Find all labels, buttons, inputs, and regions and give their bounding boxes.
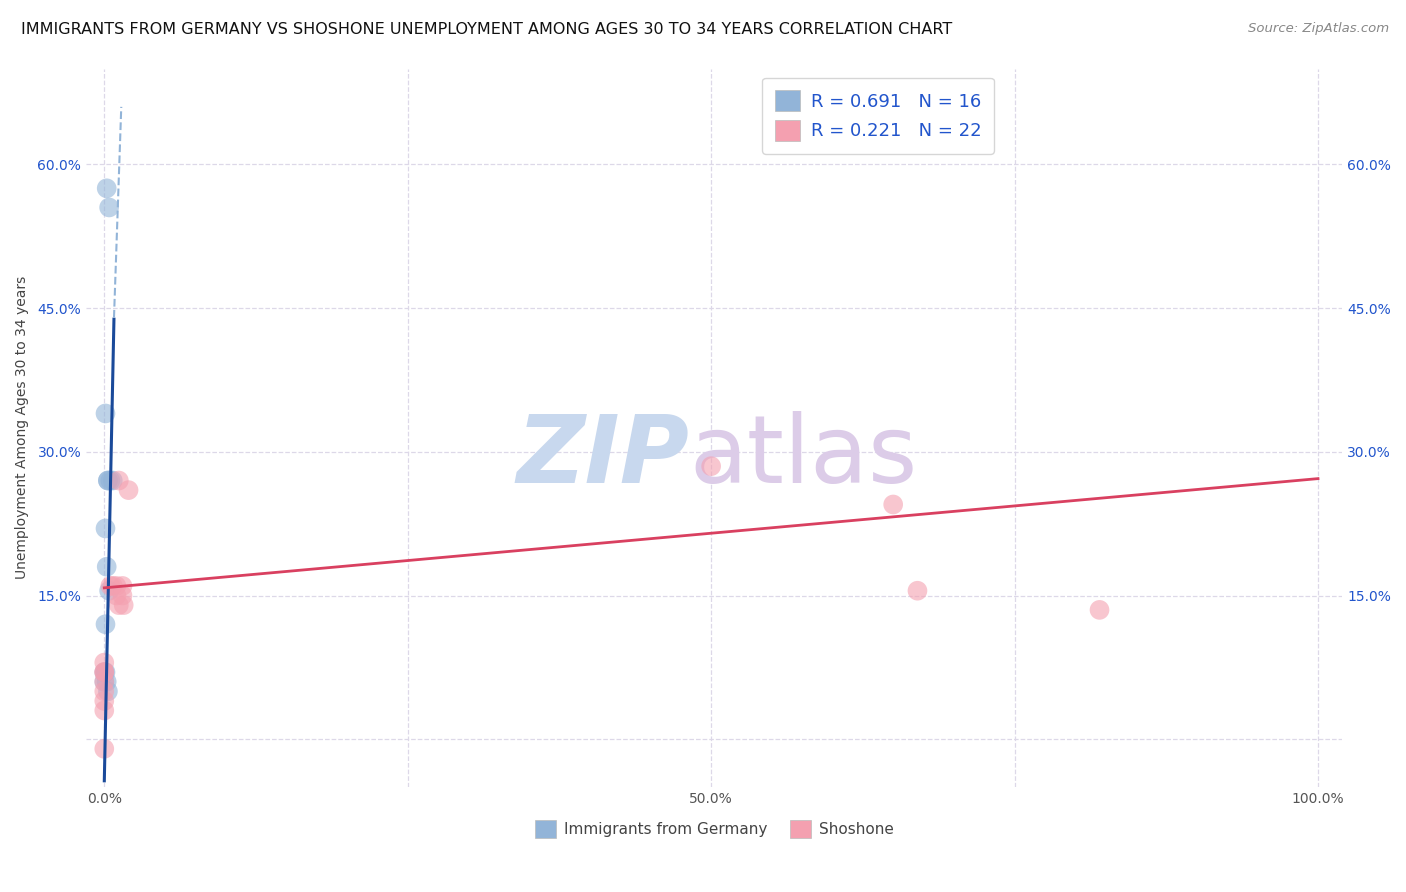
Point [111,579,134,593]
Point [94,521,117,535]
Point [93,674,115,689]
Point [97,474,120,488]
Point [101,474,124,488]
Point [94,665,117,680]
Point [94,407,117,421]
Point [907,583,929,598]
Point [117,483,139,497]
Point [93,665,115,680]
Point [112,598,135,612]
Point [93,694,115,708]
Point [108,598,131,612]
Point [93,741,115,756]
Point [93,665,115,680]
Point [96,674,118,689]
Text: IMMIGRANTS FROM GERMANY VS SHOSHONE UNEMPLOYMENT AMONG AGES 30 TO 34 YEARS CORRE: IMMIGRANTS FROM GERMANY VS SHOSHONE UNEM… [21,22,952,37]
Point [97,474,120,488]
Point [101,579,124,593]
Point [700,459,723,474]
Point [105,579,128,593]
Point [108,474,131,488]
Legend: Immigrants from Germany, Shoshone: Immigrants from Germany, Shoshone [529,814,900,844]
Text: Source: ZipAtlas.com: Source: ZipAtlas.com [1249,22,1389,36]
Point [96,559,118,574]
Y-axis label: Unemployment Among Ages 30 to 34 years: Unemployment Among Ages 30 to 34 years [15,277,30,580]
Point [98,579,121,593]
Point [111,589,134,603]
Point [98,201,121,215]
Text: atlas: atlas [689,410,917,502]
Point [93,704,115,718]
Point [97,684,120,698]
Point [94,617,117,632]
Point [93,684,115,698]
Text: ZIP: ZIP [516,410,689,502]
Point [96,181,118,195]
Point [93,665,115,680]
Point [93,674,115,689]
Point [1088,603,1111,617]
Point [882,498,904,512]
Point [105,589,128,603]
Point [98,474,121,488]
Point [93,656,115,670]
Point [98,583,121,598]
